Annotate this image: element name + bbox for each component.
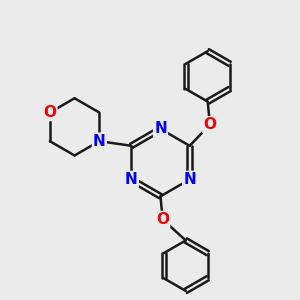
Text: N: N — [93, 134, 106, 149]
Text: O: O — [156, 212, 169, 227]
Text: N: N — [125, 172, 138, 187]
Text: N: N — [183, 172, 196, 187]
Text: N: N — [154, 122, 167, 136]
Text: O: O — [43, 105, 56, 120]
Text: O: O — [203, 117, 216, 132]
